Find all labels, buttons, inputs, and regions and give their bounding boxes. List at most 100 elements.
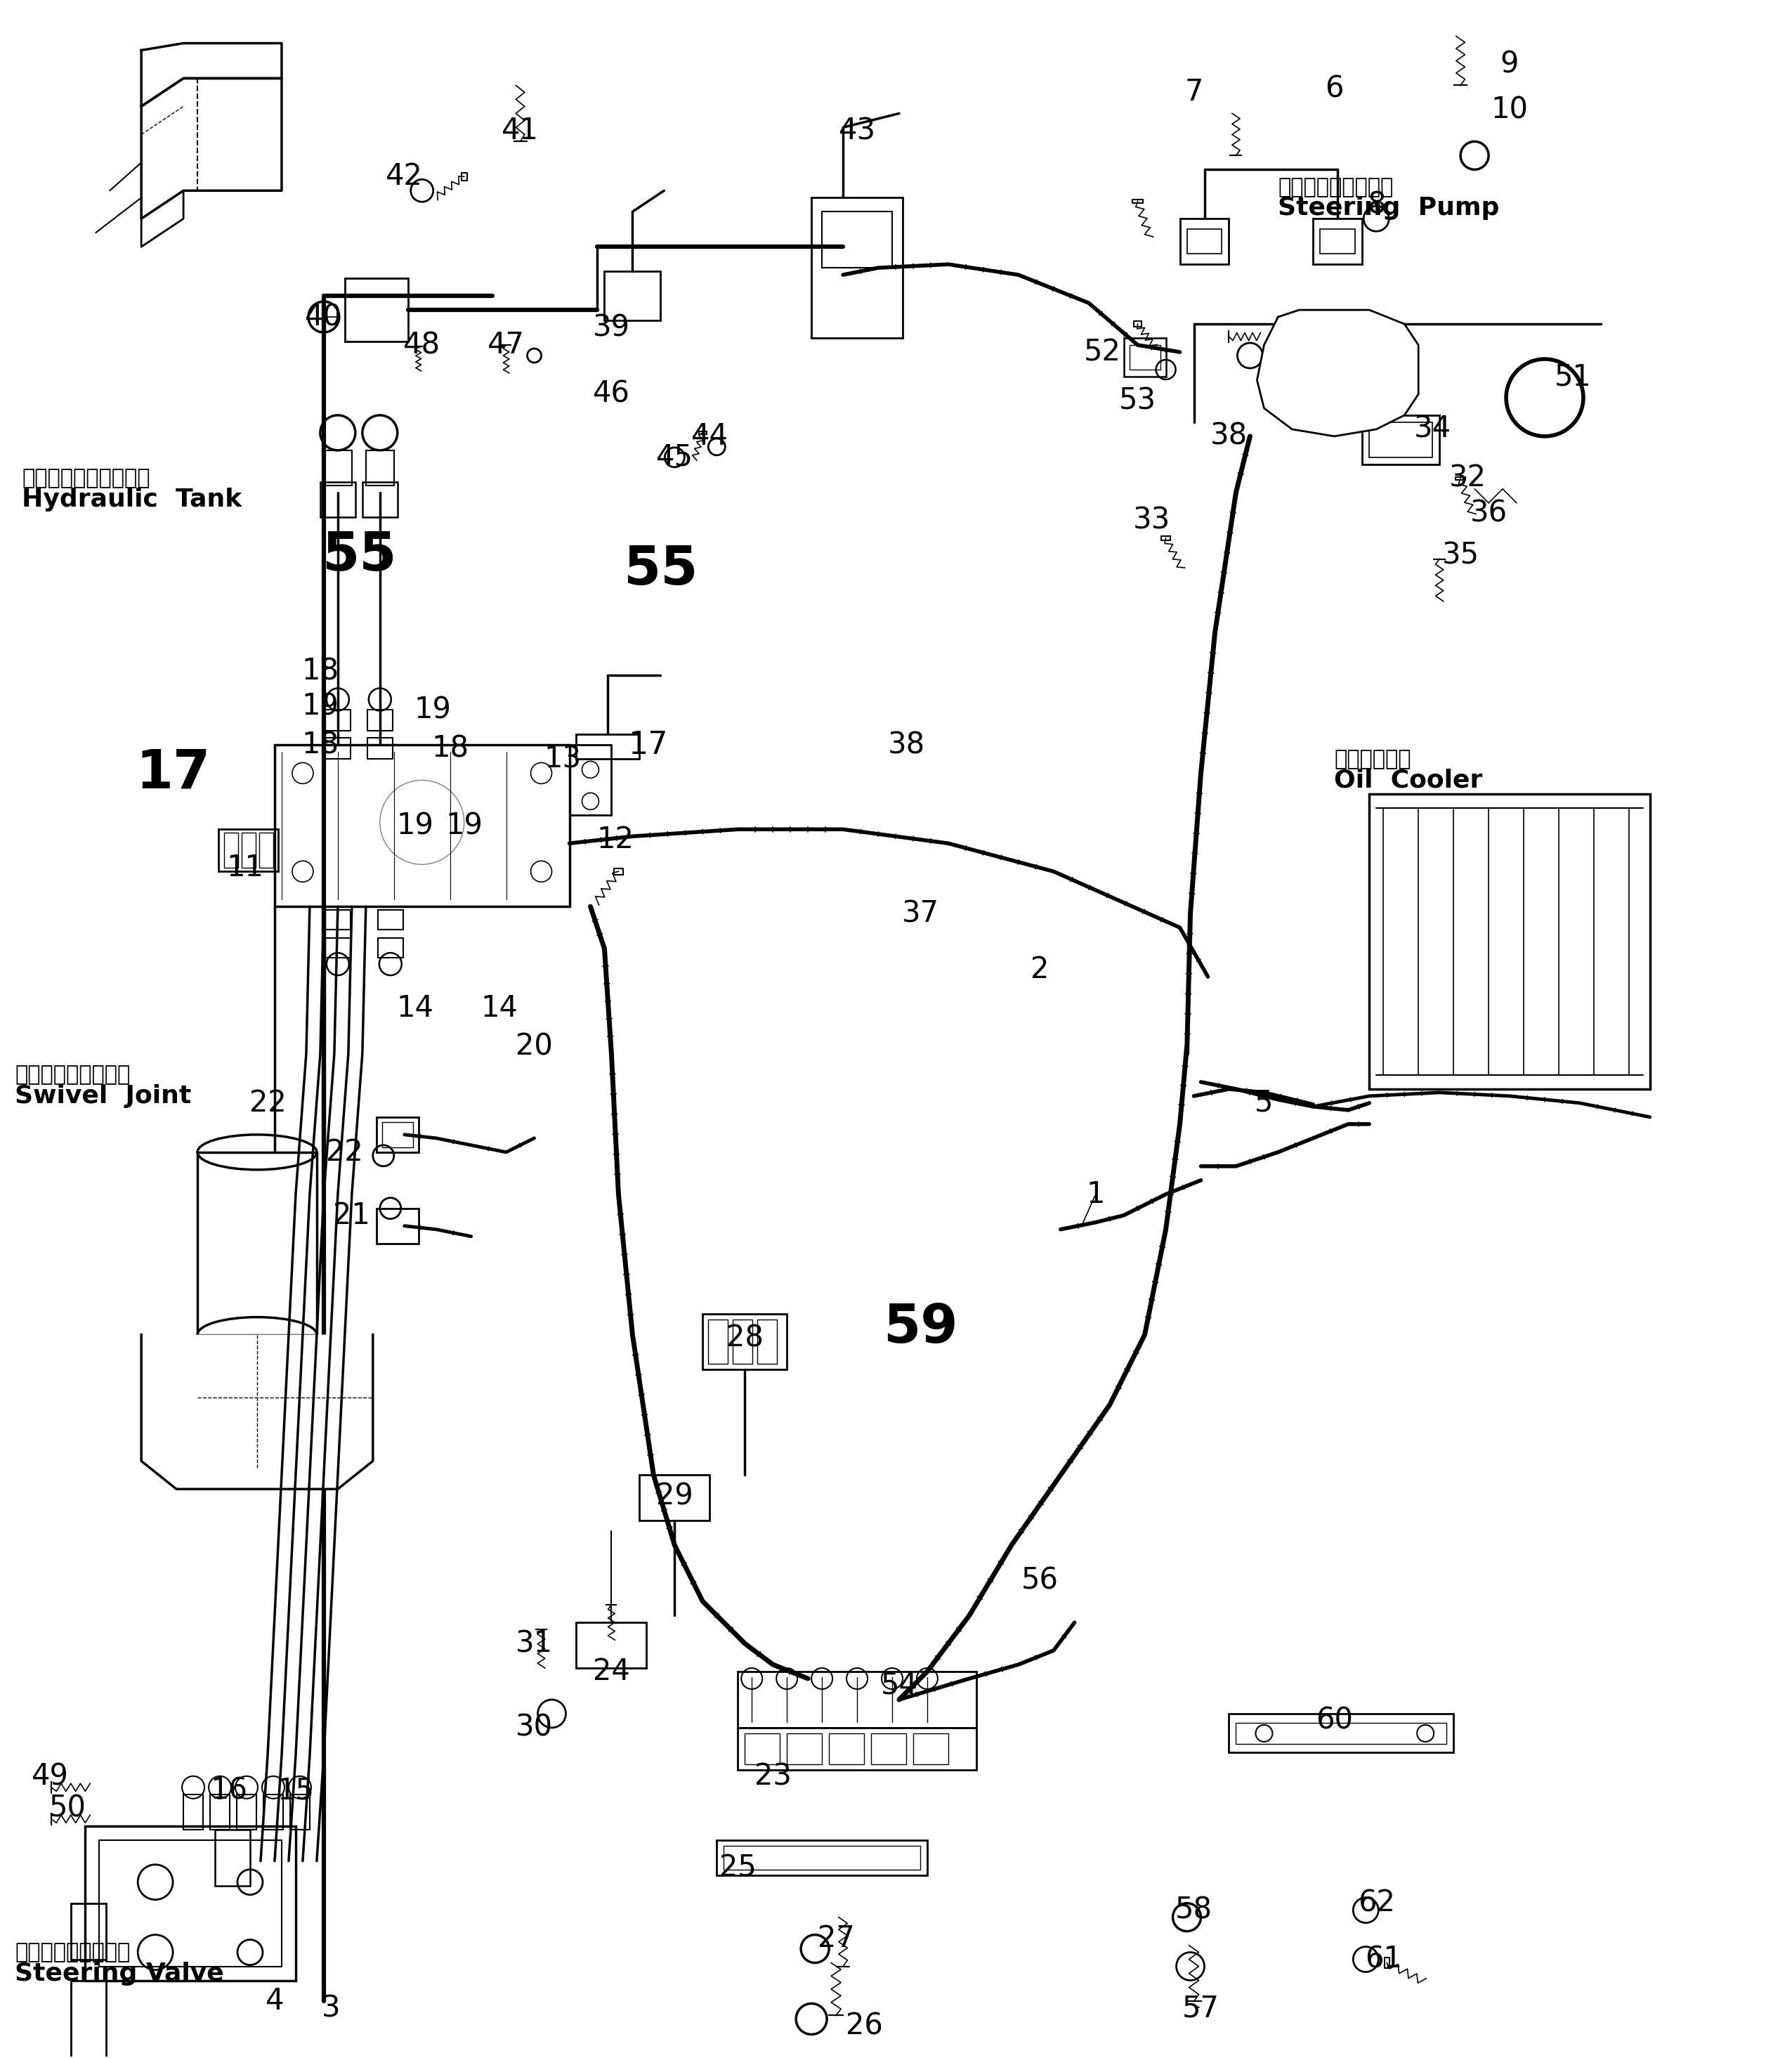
Bar (640, 1476, 710, 1521)
Bar (263, 1795, 283, 1830)
Polygon shape (142, 43, 281, 107)
Text: 60: 60 (1315, 1706, 1353, 1735)
Bar (242, 833, 256, 868)
Bar (274, 745, 570, 906)
Text: 53: 53 (1118, 387, 1156, 416)
Bar (260, 833, 272, 868)
Text: 38: 38 (1210, 422, 1247, 451)
Text: 19: 19 (301, 691, 339, 720)
Text: 14: 14 (396, 994, 434, 1023)
Bar (210, 1795, 229, 1830)
Bar (86, 1825, 296, 1980)
Text: 24: 24 (593, 1657, 631, 1686)
Text: 28: 28 (726, 1323, 763, 1352)
Bar (914, 1733, 948, 1764)
Text: Hydraulic  Tank: Hydraulic Tank (22, 488, 242, 510)
Bar (823, 212, 892, 268)
Text: 19: 19 (446, 811, 482, 840)
Text: 45: 45 (656, 442, 694, 471)
Bar (812, 198, 903, 338)
Bar (219, 829, 278, 871)
Text: Swivel  Joint: Swivel Joint (14, 1085, 192, 1107)
Text: 48: 48 (403, 329, 441, 360)
Bar (224, 833, 238, 868)
Bar (99, 1840, 281, 1965)
Text: 55: 55 (624, 543, 699, 595)
Text: 27: 27 (817, 1924, 855, 1953)
Bar (745, 1733, 780, 1764)
Bar (321, 482, 355, 517)
Bar (1369, 794, 1650, 1089)
Text: 22: 22 (326, 1138, 364, 1167)
Text: 31: 31 (516, 1628, 554, 1659)
Bar (570, 745, 611, 815)
Text: 51: 51 (1554, 362, 1591, 391)
Bar (1236, 1723, 1446, 1743)
Polygon shape (1256, 311, 1419, 436)
Text: 9: 9 (1500, 49, 1520, 78)
Text: 33: 33 (1133, 506, 1170, 535)
Text: 36: 36 (1469, 498, 1507, 529)
Bar (237, 1795, 256, 1830)
Bar (324, 910, 351, 930)
Text: 4: 4 (265, 1986, 283, 2017)
Text: 57: 57 (1183, 1994, 1220, 2023)
Text: 7: 7 (1185, 78, 1202, 107)
Text: 19: 19 (414, 696, 452, 724)
Text: Steering Valve: Steering Valve (14, 1961, 224, 1986)
Bar (787, 1733, 823, 1764)
Text: 2: 2 (1030, 955, 1048, 984)
Text: スイベルジョイント: スイベルジョイント (14, 1064, 131, 1085)
Bar (1124, 338, 1167, 377)
Text: 5: 5 (1254, 1089, 1274, 1117)
Bar (577, 1622, 647, 1669)
Polygon shape (142, 78, 281, 218)
Text: 13: 13 (543, 745, 581, 774)
Text: 20: 20 (516, 1033, 554, 1062)
Bar (717, 1840, 926, 1875)
Text: 52: 52 (1084, 338, 1122, 366)
Bar (382, 1122, 412, 1146)
Bar (344, 278, 409, 342)
Text: 35: 35 (1443, 541, 1478, 570)
Text: 42: 42 (385, 163, 423, 191)
Text: 18: 18 (432, 735, 470, 764)
Bar (1362, 416, 1439, 465)
Text: ステアリングバルブ: ステアリングバルブ (14, 1943, 131, 1963)
Text: 43: 43 (839, 115, 876, 146)
Bar (378, 938, 403, 957)
Bar (702, 1313, 787, 1371)
Bar (362, 482, 398, 517)
Bar (366, 451, 394, 486)
Text: 50: 50 (48, 1795, 86, 1823)
Text: 61: 61 (1366, 1945, 1401, 1974)
Text: 32: 32 (1450, 463, 1486, 494)
Bar (871, 1733, 907, 1764)
Text: 18: 18 (301, 731, 339, 759)
Bar (708, 1319, 728, 1364)
Text: 56: 56 (1021, 1566, 1057, 1595)
Bar (215, 1830, 251, 1885)
Text: ハイドロリックタンク: ハイドロリックタンク (22, 469, 151, 488)
Bar (1179, 218, 1229, 263)
Text: 22: 22 (249, 1089, 287, 1117)
Text: 21: 21 (333, 1200, 371, 1231)
Bar (367, 739, 392, 759)
Text: 25: 25 (719, 1854, 756, 1883)
Text: 58: 58 (1176, 1895, 1213, 1924)
Text: Oil  Cooler: Oil Cooler (1335, 768, 1482, 792)
Text: 47: 47 (487, 329, 525, 360)
Polygon shape (142, 1336, 373, 1490)
Bar (738, 1671, 977, 1729)
Bar (604, 272, 661, 321)
Bar (324, 938, 351, 957)
Text: 12: 12 (597, 825, 634, 854)
Bar (1229, 1714, 1453, 1751)
Text: 15: 15 (278, 1776, 314, 1805)
Text: オイルクーラ: オイルクーラ (1335, 749, 1410, 770)
Text: 34: 34 (1414, 414, 1452, 445)
Text: 44: 44 (692, 422, 728, 451)
Text: Steering  Pump: Steering Pump (1278, 196, 1500, 220)
Text: 59: 59 (883, 1301, 957, 1354)
Bar (1314, 218, 1362, 263)
